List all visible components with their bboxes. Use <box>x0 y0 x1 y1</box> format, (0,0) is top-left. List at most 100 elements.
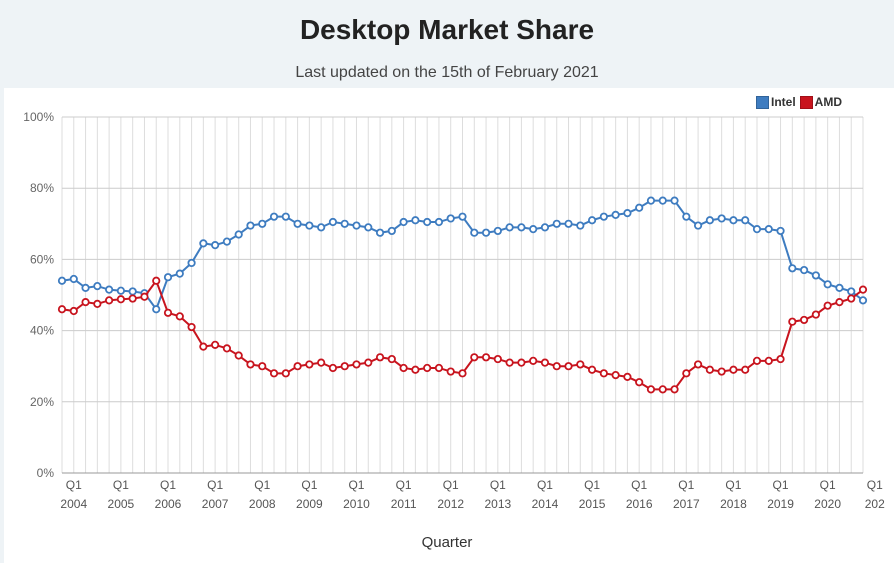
data-point-amd[interactable] <box>458 369 467 378</box>
data-point-intel[interactable] <box>835 283 844 292</box>
data-point-intel[interactable] <box>788 264 797 273</box>
data-point-amd[interactable] <box>481 353 491 362</box>
data-point-amd[interactable] <box>823 301 832 310</box>
data-point-amd[interactable] <box>599 369 608 378</box>
data-point-amd[interactable] <box>258 362 267 371</box>
data-point-amd[interactable] <box>140 292 149 301</box>
data-point-intel[interactable] <box>234 230 243 239</box>
data-point-intel[interactable] <box>658 196 667 205</box>
data-point-intel[interactable] <box>599 212 608 221</box>
data-point-amd[interactable] <box>705 365 714 374</box>
data-point-amd[interactable] <box>69 306 78 316</box>
data-point-amd[interactable] <box>269 369 279 378</box>
data-point-intel[interactable] <box>764 225 773 234</box>
data-point-amd[interactable] <box>505 358 514 367</box>
data-point-intel[interactable] <box>776 226 785 236</box>
data-point-intel[interactable] <box>564 219 573 228</box>
data-point-intel[interactable] <box>529 225 538 234</box>
data-point-amd[interactable] <box>682 369 691 378</box>
data-point-intel[interactable] <box>246 221 255 230</box>
data-point-intel[interactable] <box>858 296 868 305</box>
data-point-amd[interactable] <box>764 356 773 365</box>
data-point-amd[interactable] <box>529 356 538 365</box>
data-point-intel[interactable] <box>693 221 703 230</box>
data-point-amd[interactable] <box>788 317 797 326</box>
data-point-intel[interactable] <box>163 273 173 282</box>
data-point-intel[interactable] <box>646 196 656 205</box>
data-point-intel[interactable] <box>175 269 184 278</box>
data-point-intel[interactable] <box>187 258 196 268</box>
data-point-amd[interactable] <box>576 360 585 369</box>
data-point-intel[interactable] <box>423 217 432 227</box>
data-point-amd[interactable] <box>364 358 373 367</box>
data-point-amd[interactable] <box>835 298 844 307</box>
data-point-intel[interactable] <box>458 212 467 221</box>
data-point-intel[interactable] <box>269 212 279 221</box>
data-point-intel[interactable] <box>587 216 597 225</box>
data-point-amd[interactable] <box>352 360 361 369</box>
data-point-amd[interactable] <box>375 353 385 362</box>
data-point-intel[interactable] <box>399 217 408 227</box>
data-point-amd[interactable] <box>116 295 125 304</box>
data-point-intel[interactable] <box>305 221 314 230</box>
data-point-amd[interactable] <box>281 369 290 378</box>
data-point-intel[interactable] <box>116 286 125 295</box>
data-point-intel[interactable] <box>623 209 632 218</box>
data-point-intel[interactable] <box>705 216 714 225</box>
data-point-amd[interactable] <box>729 365 738 374</box>
data-point-intel[interactable] <box>670 196 679 205</box>
data-point-amd[interactable] <box>93 299 102 308</box>
data-point-intel[interactable] <box>211 241 220 250</box>
data-point-intel[interactable] <box>800 265 809 275</box>
data-point-amd[interactable] <box>399 363 408 373</box>
data-point-amd[interactable] <box>434 363 444 373</box>
data-point-amd[interactable] <box>105 296 114 305</box>
data-point-amd[interactable] <box>493 354 502 364</box>
data-point-intel[interactable] <box>741 216 750 225</box>
data-point-intel[interactable] <box>128 287 137 296</box>
data-point-amd[interactable] <box>611 370 620 380</box>
data-point-amd[interactable] <box>293 362 302 371</box>
data-point-amd[interactable] <box>658 385 667 394</box>
data-point-amd[interactable] <box>470 353 479 362</box>
data-point-intel[interactable] <box>470 228 479 237</box>
data-point-amd[interactable] <box>752 356 762 365</box>
data-point-amd[interactable] <box>222 344 232 353</box>
data-point-intel[interactable] <box>317 223 326 232</box>
data-point-amd[interactable] <box>411 365 420 374</box>
data-point-intel[interactable] <box>540 223 550 232</box>
data-point-amd[interactable] <box>717 367 726 376</box>
data-point-intel[interactable] <box>505 223 514 232</box>
data-point-amd[interactable] <box>693 360 703 369</box>
data-point-amd[interactable] <box>646 385 656 394</box>
data-point-intel[interactable] <box>823 280 832 289</box>
data-point-intel[interactable] <box>364 223 373 232</box>
data-point-amd[interactable] <box>340 362 349 371</box>
data-point-intel[interactable] <box>446 214 455 223</box>
data-point-intel[interactable] <box>811 271 820 280</box>
data-point-intel[interactable] <box>57 276 67 285</box>
data-point-intel[interactable] <box>552 219 561 228</box>
data-point-intel[interactable] <box>340 219 349 228</box>
data-point-amd[interactable] <box>623 372 632 381</box>
data-point-amd[interactable] <box>317 358 326 367</box>
data-point-amd[interactable] <box>635 378 644 387</box>
data-point-amd[interactable] <box>858 285 868 294</box>
data-point-intel[interactable] <box>434 217 444 227</box>
data-point-intel[interactable] <box>752 225 762 234</box>
data-point-amd[interactable] <box>81 298 90 307</box>
data-point-intel[interactable] <box>481 228 491 237</box>
data-point-amd[interactable] <box>564 362 573 371</box>
data-point-amd[interactable] <box>741 365 750 374</box>
data-point-amd[interactable] <box>517 358 526 367</box>
data-point-intel[interactable] <box>387 226 396 236</box>
data-point-amd[interactable] <box>670 385 679 394</box>
data-point-intel[interactable] <box>222 237 232 246</box>
data-point-intel[interactable] <box>517 223 526 232</box>
data-point-amd[interactable] <box>800 315 809 325</box>
data-point-intel[interactable] <box>293 219 302 228</box>
data-point-intel[interactable] <box>258 219 267 228</box>
data-point-amd[interactable] <box>199 342 208 351</box>
data-point-amd[interactable] <box>847 294 856 303</box>
data-point-amd[interactable] <box>152 276 161 285</box>
